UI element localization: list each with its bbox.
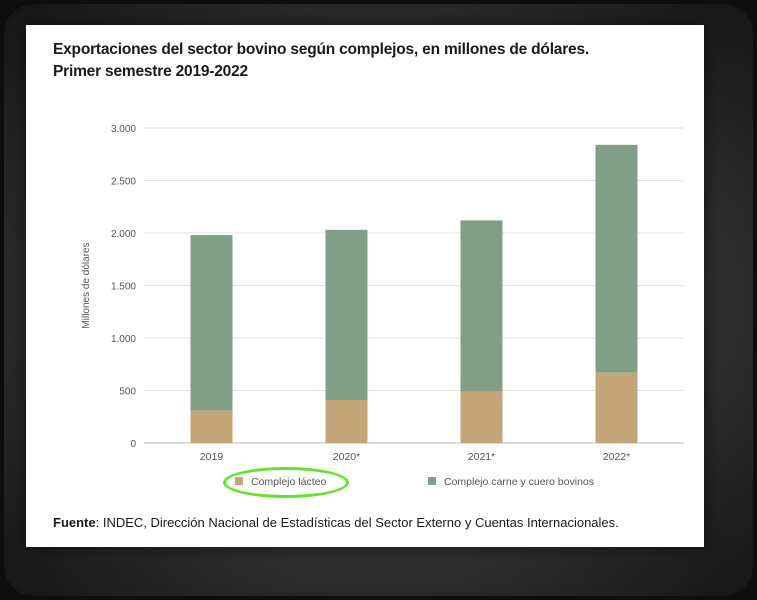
legend-swatch-carne (428, 477, 436, 486)
source-text: : INDEC, Dirección Nacional de Estadísti… (95, 515, 619, 530)
y-tick-label: 1.500 (111, 282, 136, 293)
bar-carne (325, 229, 368, 400)
x-tick-label: 2019 (200, 451, 224, 463)
legend-label-carne: Complejo carne y cuero bovinos (444, 476, 594, 488)
bar-lacteo (460, 391, 503, 443)
legend-item-carne: Complejo carne y cuero bovinos (428, 476, 594, 488)
y-tick-label: 2.000 (111, 229, 136, 240)
y-tick-label: 3.000 (111, 124, 136, 135)
chart-title: Exportaciones del sector bovino según co… (53, 39, 683, 83)
source-label: Fuente (53, 515, 96, 530)
chart-title-line2: Primer semestre 2019-2022 (53, 63, 248, 80)
bar-carne (460, 220, 503, 392)
y-tick-label: 0 (130, 439, 136, 450)
bar-carne (595, 144, 638, 373)
y-tick-label: 1.000 (111, 334, 136, 345)
legend-highlight-ellipse (223, 467, 349, 498)
x-tick-label: 2021* (468, 451, 495, 463)
stacked-bar-chart: 0 500 1.000 1.500 2.000 2.500 3.000 Millones de… (81, 124, 684, 463)
y-tick-label: 500 (119, 387, 136, 398)
bar-lacteo (190, 410, 233, 443)
bar-lacteo (325, 399, 368, 443)
y-axis-label: Millones de dólares (81, 242, 92, 328)
chart-card: Exportaciones del sector bovino según co… (26, 25, 704, 547)
bar-carne (190, 235, 233, 411)
source-note: Fuente: INDEC, Dirección Nacional de Est… (53, 515, 693, 530)
chart-title-line1: Exportaciones del sector bovino según co… (53, 41, 589, 58)
x-tick-label: 2020* (333, 451, 360, 463)
y-tick-label: 2.500 (111, 177, 136, 188)
bar-lacteo (595, 372, 638, 443)
x-tick-label: 2022* (603, 451, 630, 463)
